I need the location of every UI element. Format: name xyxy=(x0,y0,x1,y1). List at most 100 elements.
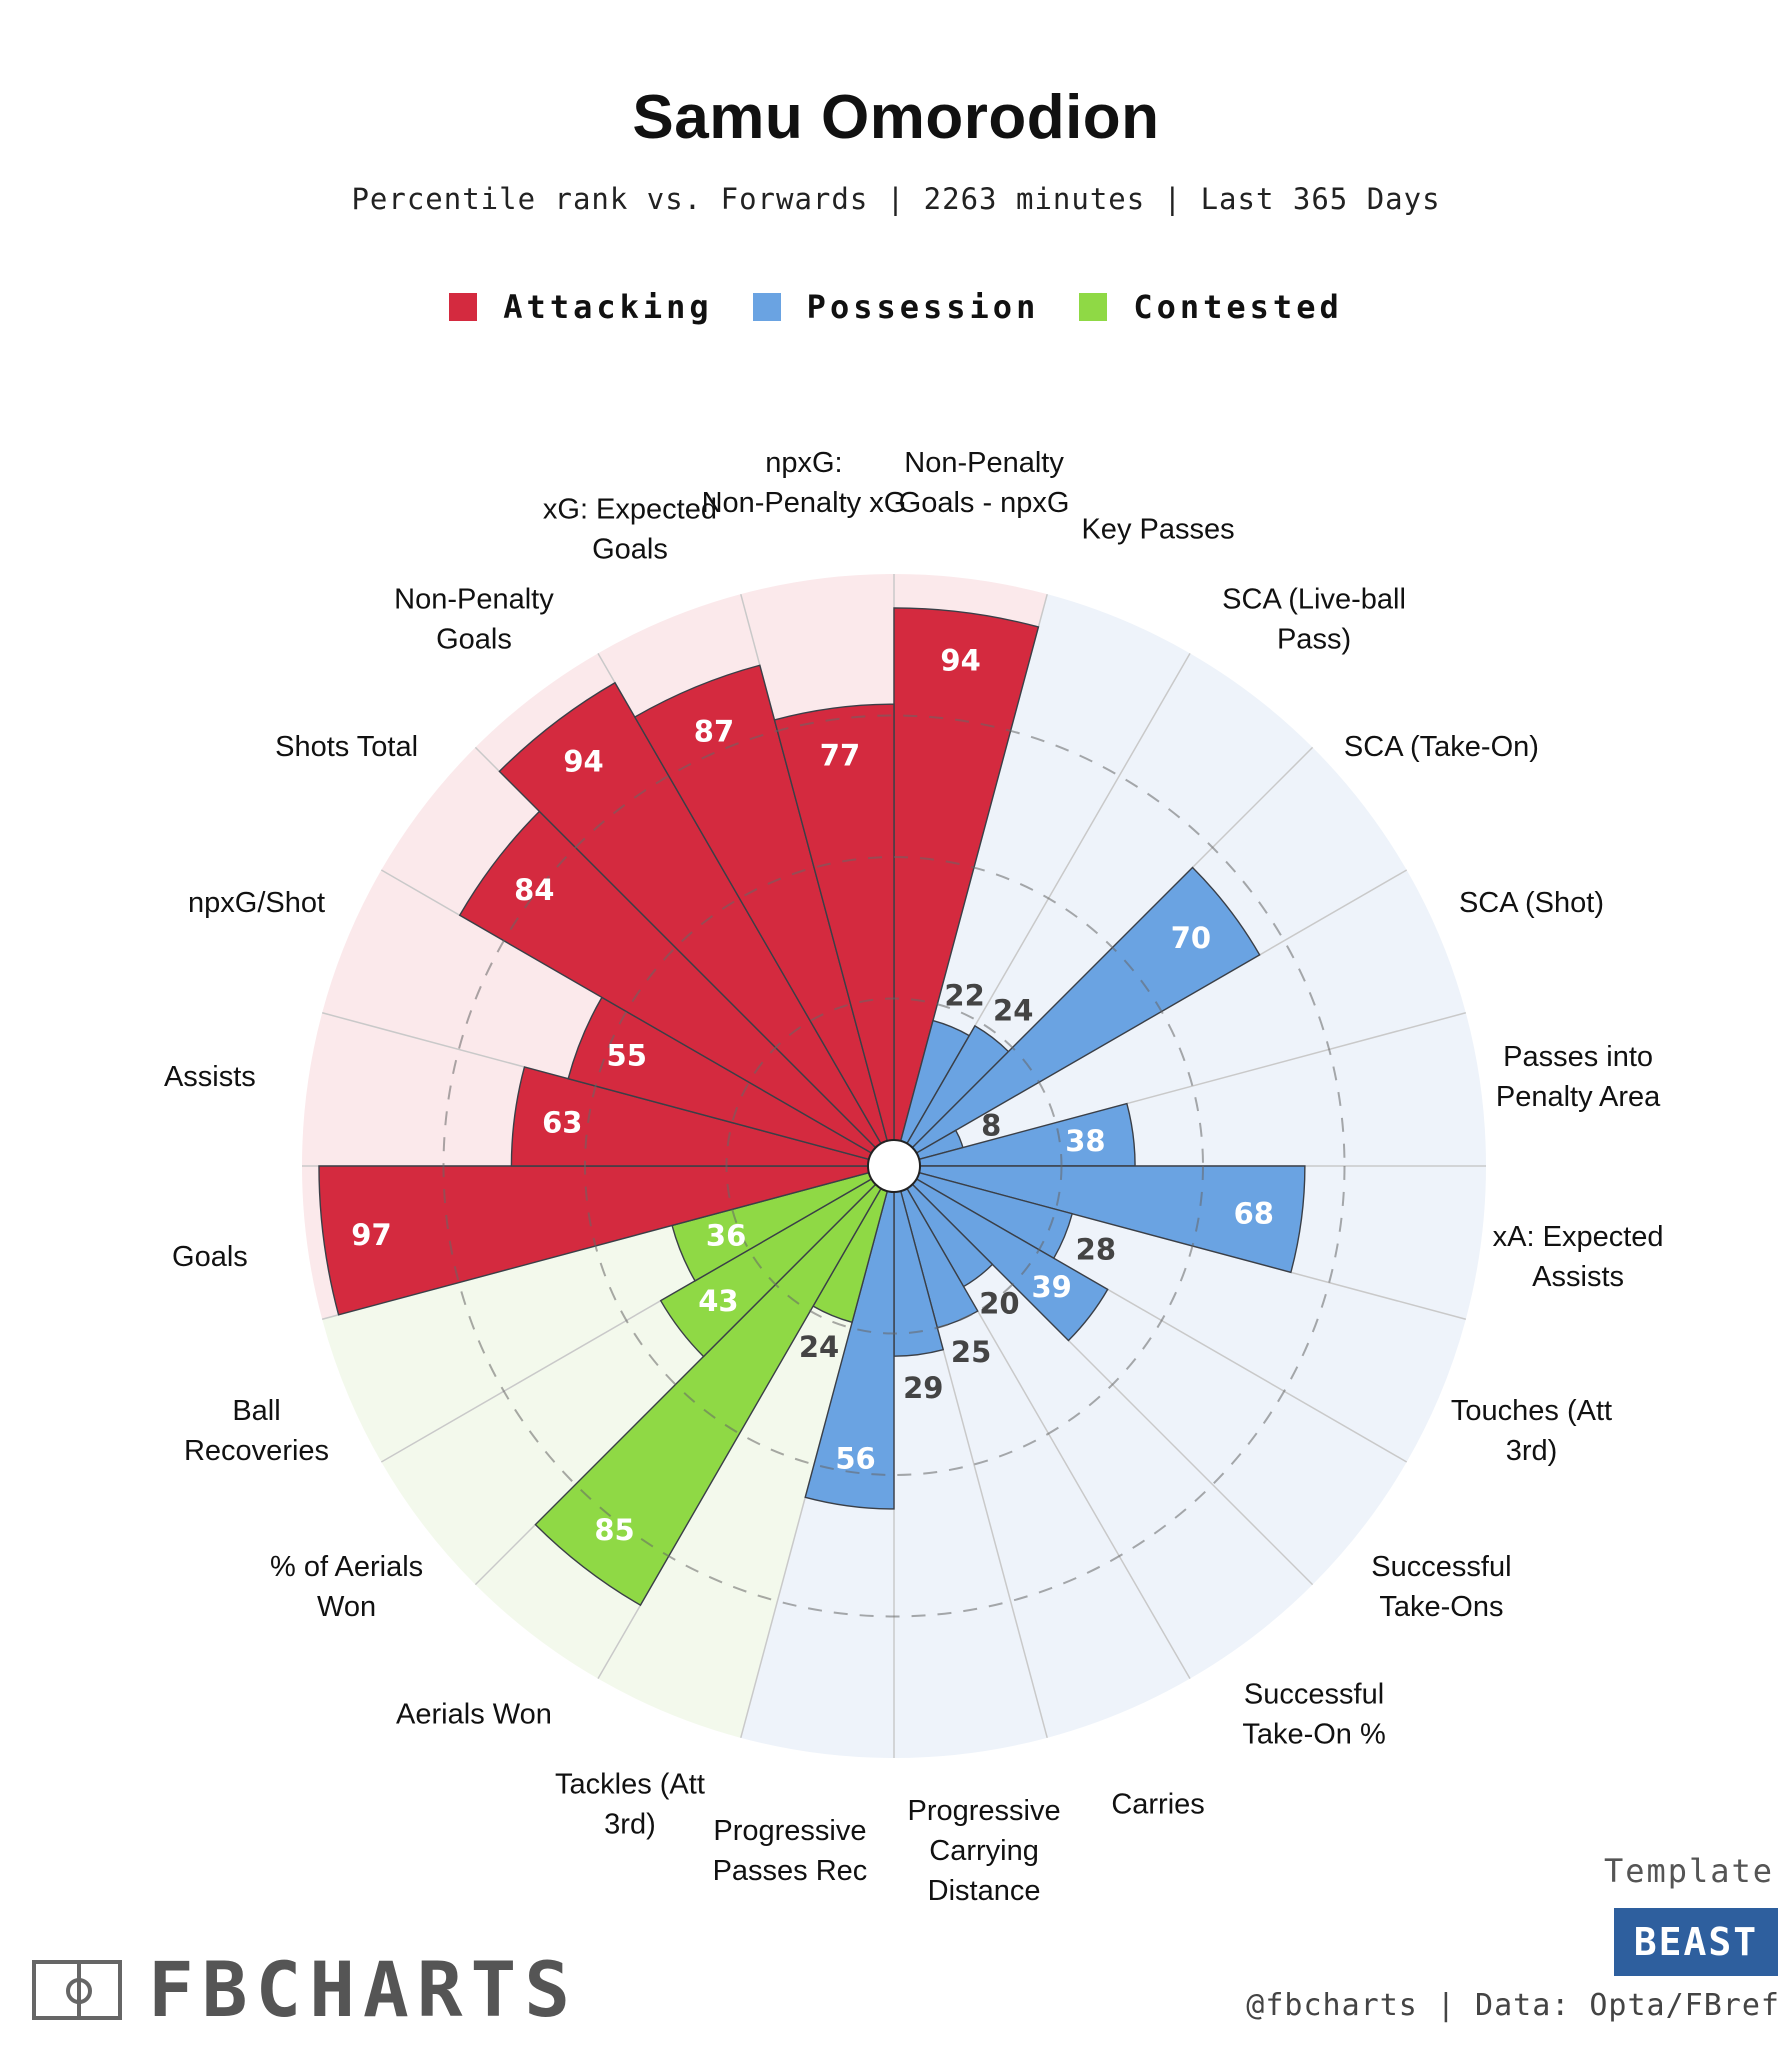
value-label: 55 xyxy=(607,1038,647,1072)
category-label: Tackles (Att 3rd) xyxy=(555,1768,705,1840)
category-label-line: Progressive xyxy=(908,1795,1061,1827)
category-label-line: Distance xyxy=(928,1875,1041,1907)
value-label: 77 xyxy=(820,739,860,773)
value-label: 29 xyxy=(903,1371,943,1405)
pitch-icon xyxy=(32,1959,122,2020)
reference-ring xyxy=(584,856,1204,1476)
category-label: Aerials Won xyxy=(396,1698,552,1730)
category-label-line: xA: Expected xyxy=(1493,1221,1664,1253)
category-label: Progressive Passes Rec xyxy=(713,1815,868,1887)
category-label-line: Pass) xyxy=(1277,624,1351,656)
category-label: Ball Recoveries xyxy=(184,1395,329,1467)
category-label-line: Ball xyxy=(232,1395,280,1427)
category-label-line: Successful xyxy=(1244,1678,1384,1710)
category-label-line: Penalty Area xyxy=(1496,1081,1661,1113)
chart-title: Samu Omorodion xyxy=(632,83,1160,152)
value-label: 8 xyxy=(981,1109,1001,1143)
category-label-line: Take-Ons xyxy=(1379,1591,1503,1623)
category-label: Touches (Att 3rd) xyxy=(1451,1395,1612,1467)
category-label: Non-Penalty Goals - npxG xyxy=(899,447,1070,519)
category-label-line: Key Passes xyxy=(1081,514,1234,546)
category-label-line: Goals xyxy=(436,624,512,656)
reference-ring xyxy=(725,997,1063,1335)
legend-label-contested: Contested xyxy=(1133,288,1343,326)
category-label: Successful Take-Ons xyxy=(1371,1551,1511,1623)
value-label: 84 xyxy=(514,873,554,907)
background-wedge xyxy=(900,594,1190,1144)
category-label: SCA (Shot) xyxy=(1459,887,1604,919)
value-label: 28 xyxy=(1076,1233,1116,1267)
category-label-line: Non-Penalty xG xyxy=(702,487,907,519)
category-label-line: Passes Rec xyxy=(713,1855,868,1887)
category-label: Key Passes xyxy=(1081,514,1234,546)
category-label-line: npxG: xyxy=(765,447,842,479)
category-label-line: % of Aerials xyxy=(270,1551,423,1583)
category-label-line: Recoveries xyxy=(184,1435,329,1467)
category-label: Non-Penalty Goals xyxy=(394,584,554,656)
legend-swatch-possession xyxy=(752,293,781,321)
value-label: 85 xyxy=(594,1513,634,1547)
reference-ring xyxy=(442,714,1346,1618)
category-label-line: Take-On % xyxy=(1242,1718,1385,1750)
value-label: 94 xyxy=(563,744,603,778)
legend: Attacking Possession Contested xyxy=(0,288,1792,326)
value-label: 24 xyxy=(799,1330,839,1364)
category-label: npxG/Shot xyxy=(188,887,325,919)
category-label-line: Tackles (Att xyxy=(555,1768,705,1800)
background-wedge xyxy=(598,1188,888,1738)
legend-label-attacking: Attacking xyxy=(503,288,713,326)
category-label-line: Non-Penalty xyxy=(904,447,1064,479)
center-hub xyxy=(867,1139,921,1193)
category-label: SCA (Live-ball Pass) xyxy=(1222,584,1406,656)
legend-swatch-attacking xyxy=(449,293,478,321)
value-label: 20 xyxy=(979,1286,1019,1320)
value-label: 63 xyxy=(542,1105,582,1139)
category-label: xG: Expected Goals xyxy=(543,494,717,566)
category-label-line: xG: Expected xyxy=(543,494,717,526)
category-label: Carries xyxy=(1111,1788,1204,1820)
value-label: 70 xyxy=(1171,921,1211,955)
legend-item-possession: Possession xyxy=(752,288,1040,326)
category-label: xA: Expected Assists xyxy=(1493,1221,1664,1293)
category-label: Progressive Carrying Distance xyxy=(908,1795,1061,1907)
category-label: SCA (Take-On) xyxy=(1344,731,1539,763)
category-label-line: Progressive xyxy=(713,1815,866,1847)
legend-label-possession: Possession xyxy=(806,288,1040,326)
legend-item-contested: Contested xyxy=(1079,288,1342,326)
category-label-line: Non-Penalty xyxy=(394,584,554,616)
background-wedge xyxy=(916,870,1466,1160)
value-label: 87 xyxy=(694,714,734,748)
category-label-line: Shots Total xyxy=(275,731,418,763)
value-label: 68 xyxy=(1234,1196,1274,1230)
category-label: Successful Take-On % xyxy=(1242,1678,1385,1750)
category-label-line: Carries xyxy=(1111,1788,1204,1820)
value-label: 43 xyxy=(698,1284,738,1318)
category-label: % of Aerials Won xyxy=(270,1551,423,1623)
category-label-line: Goals - npxG xyxy=(899,487,1070,519)
category-label: Shots Total xyxy=(275,731,418,763)
category-label-line: Won xyxy=(317,1591,376,1623)
fbcharts-logo: FBCHARTS xyxy=(32,1945,578,2034)
category-label: Assists xyxy=(164,1061,256,1093)
category-label-line: SCA (Live-ball xyxy=(1222,584,1406,616)
category-label-line: Goals xyxy=(172,1241,248,1273)
category-label: Goals xyxy=(172,1241,248,1273)
category-label-line: SCA (Shot) xyxy=(1459,887,1604,919)
category-label-line: 3rd) xyxy=(1506,1435,1558,1467)
category-label: npxG: Non-Penalty xG xyxy=(702,447,907,519)
category-label-line: Assists xyxy=(164,1061,256,1093)
value-label: 36 xyxy=(706,1219,746,1253)
value-label: 56 xyxy=(835,1441,875,1475)
legend-item-attacking: Attacking xyxy=(449,288,712,326)
template-badge: BEAST xyxy=(1614,1908,1778,1976)
value-label: 38 xyxy=(1065,1124,1105,1158)
value-label: 25 xyxy=(951,1335,991,1369)
background-wedge xyxy=(900,1188,1190,1738)
category-label-line: npxG/Shot xyxy=(188,887,325,919)
template-label: Template xyxy=(1603,1852,1775,1890)
background-wedge xyxy=(907,1184,1313,1679)
value-label: 94 xyxy=(940,643,980,677)
category-label-line: SCA (Take-On) xyxy=(1344,731,1539,763)
category-label-line: Assists xyxy=(1532,1261,1624,1293)
